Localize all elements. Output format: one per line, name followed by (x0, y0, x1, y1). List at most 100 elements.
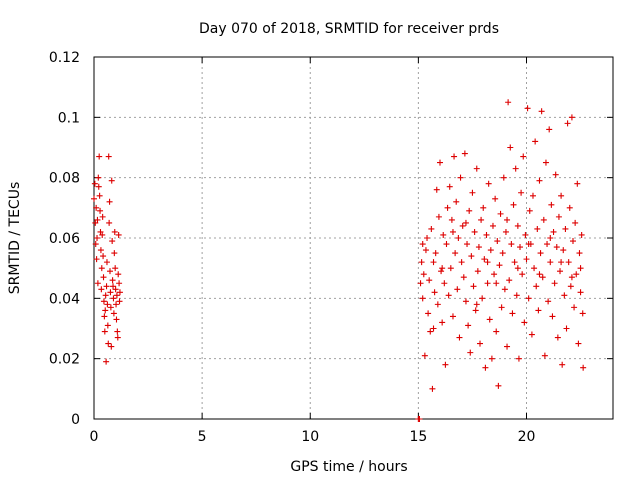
data-point (416, 416, 423, 422)
y-tick-label: 0 (71, 412, 80, 428)
data-point (544, 241, 551, 248)
data-point (431, 289, 438, 296)
data-point (501, 286, 508, 293)
data-point (514, 265, 521, 272)
data-point (541, 352, 548, 359)
data-point (554, 334, 561, 341)
y-tick-label: 0.04 (49, 291, 80, 307)
data-point (430, 259, 437, 266)
x-tick-label: 20 (518, 429, 536, 445)
data-point (453, 198, 460, 205)
data-point (96, 192, 103, 199)
data-point (114, 334, 121, 341)
data-point (513, 292, 520, 299)
data-point (108, 343, 115, 350)
data-point (437, 159, 443, 166)
data-point (113, 292, 120, 299)
data-point (103, 358, 110, 365)
data-point (427, 328, 434, 335)
data-point (488, 355, 495, 362)
data-point (102, 307, 109, 314)
data-point (110, 310, 117, 317)
data-point (572, 219, 579, 226)
data-point (107, 268, 114, 275)
data-point (91, 195, 97, 202)
data-point (540, 216, 547, 223)
data-point (98, 265, 105, 272)
data-point (483, 231, 490, 238)
data-point (524, 105, 531, 112)
data-point (481, 256, 488, 263)
data-point (417, 280, 424, 287)
data-point (494, 238, 501, 245)
data-point (100, 298, 107, 305)
data-point (111, 228, 118, 235)
data-point (529, 192, 536, 199)
data-point (452, 250, 459, 257)
data-point (419, 295, 426, 302)
data-point (522, 231, 529, 238)
data-point (94, 216, 101, 223)
data-point (493, 280, 500, 287)
data-point (458, 259, 465, 266)
data-point (95, 174, 102, 181)
data-point (112, 286, 119, 293)
data-point (567, 283, 574, 290)
data-point (577, 289, 584, 296)
data-point (92, 241, 99, 248)
data-point (100, 274, 107, 281)
data-point (445, 292, 452, 299)
data-point (472, 307, 479, 314)
data-point (534, 225, 541, 232)
data-point (528, 331, 535, 338)
data-point (419, 241, 426, 248)
data-point (535, 307, 542, 314)
data-point (500, 174, 507, 181)
data-point (116, 289, 123, 296)
data-point (103, 283, 110, 290)
data-point (435, 213, 442, 220)
data-point (99, 213, 106, 220)
data-point (420, 271, 427, 278)
data-point (499, 250, 506, 257)
data-point (568, 274, 575, 281)
data-point (425, 310, 432, 317)
data-point (426, 277, 433, 284)
data-point (430, 325, 437, 332)
data-point (113, 316, 120, 323)
data-point (424, 235, 431, 241)
data-point (532, 138, 539, 145)
data-point (461, 150, 468, 157)
data-point (116, 298, 123, 305)
y-tick-label: 0.06 (49, 231, 80, 247)
chart-title: Day 070 of 2018, SRMTID for receiver prd… (199, 21, 499, 37)
data-point (562, 225, 569, 232)
data-point (504, 216, 511, 223)
data-point (579, 310, 586, 317)
data-point (457, 174, 464, 181)
data-point (473, 301, 480, 308)
data-point (94, 280, 101, 287)
data-point (507, 144, 514, 151)
data-point (428, 225, 435, 232)
data-point (557, 268, 564, 275)
data-point (469, 189, 476, 196)
data-point (515, 355, 522, 362)
data-point (451, 153, 458, 160)
data-point (477, 340, 484, 347)
data-point (109, 238, 116, 245)
data-point (468, 253, 475, 260)
data-point (518, 189, 525, 196)
data-point (512, 165, 519, 172)
data-point (92, 219, 99, 226)
data-point (473, 165, 480, 172)
data-point (493, 328, 500, 335)
data-point (115, 271, 122, 278)
data-point (108, 177, 115, 184)
data-point (559, 361, 566, 368)
data-point (97, 207, 104, 214)
data-point (561, 292, 568, 299)
data-point (105, 340, 112, 347)
data-point (485, 180, 492, 187)
data-point (107, 304, 114, 311)
